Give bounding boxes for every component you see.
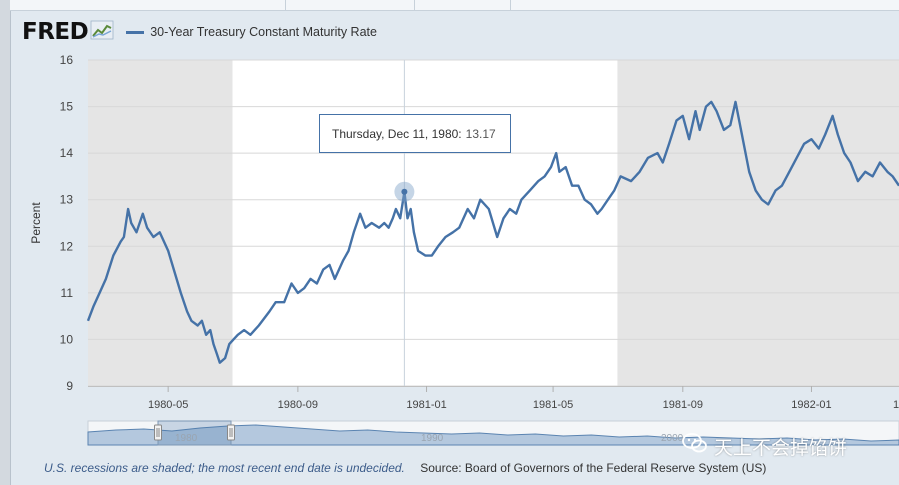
tooltip-value: 13.17 — [465, 126, 496, 141]
wechat-icon — [682, 432, 708, 460]
y-tick-label: 15 — [60, 100, 74, 114]
fred-trend-icon — [90, 20, 114, 45]
tooltip-date: Thursday, Dec 11, 1980: — [332, 126, 462, 141]
x-tick-label: 1980-09 — [278, 399, 318, 411]
y-tick-label: 10 — [60, 332, 74, 346]
y-tick-label: 12 — [60, 239, 74, 253]
fred-logo[interactable]: FRED — [22, 19, 89, 45]
x-tick-label: 1981-09 — [663, 399, 703, 411]
navigator-label: 2000 — [661, 433, 684, 444]
x-tick-label: 1982-01 — [791, 399, 831, 411]
window-left-edge — [0, 0, 11, 485]
navigator-handle-right[interactable] — [227, 424, 235, 441]
y-tick-label: 16 — [60, 53, 74, 67]
chart-footer: U.S. recessions are shaded; the most rec… — [44, 461, 766, 475]
watermark: 天上不会掉馅饼 — [682, 432, 847, 460]
legend-swatch — [126, 30, 145, 34]
y-tick-label: 11 — [61, 286, 74, 300]
y-tick-label: 13 — [60, 193, 74, 207]
series-line-0[interactable] — [86, 100, 899, 364]
highlight-point[interactable] — [401, 188, 408, 195]
watermark-text: 天上不会掉馅饼 — [714, 437, 848, 459]
chart-header: FRED 30-Year Treasury Constant Maturity … — [22, 18, 377, 46]
navigator-handle-left[interactable] — [154, 424, 162, 441]
chart-tooltip: Thursday, Dec 11, 1980: 13.17 — [319, 114, 511, 153]
legend-series-label[interactable]: 30-Year Treasury Constant Maturity Rate — [150, 25, 377, 39]
x-tick-label: 1981-05 — [533, 399, 573, 411]
y-tick-label: 14 — [60, 146, 74, 160]
x-tick-label-clipped: 1 — [893, 399, 899, 411]
top-toolbar — [10, 0, 899, 11]
y-axis-title: Percent — [29, 202, 43, 244]
source-text: Source: Board of Governors of the Federa… — [420, 461, 767, 475]
recession-band-1 — [617, 60, 899, 386]
y-tick-label: 9 — [66, 379, 73, 393]
x-tick-label: 1981-01 — [406, 399, 446, 411]
navigator-label: 1980 — [175, 433, 198, 444]
navigator-label: 1990 — [421, 433, 444, 444]
recession-note: U.S. recessions are shaded; the most rec… — [44, 461, 405, 475]
x-tick-label: 1980-05 — [148, 399, 188, 411]
